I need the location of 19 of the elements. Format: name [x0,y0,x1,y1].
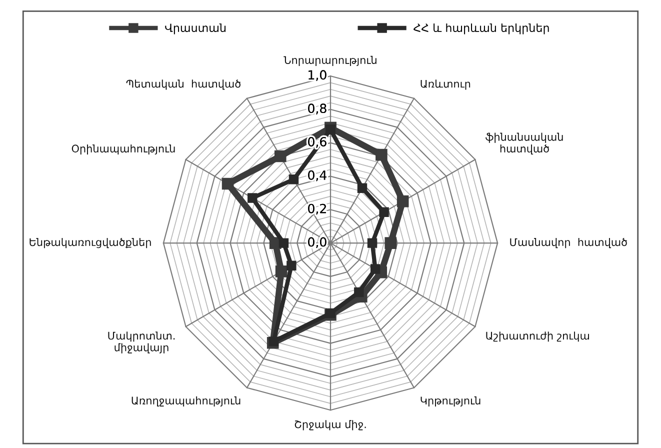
spoke-label: Նորարարություն [284,56,376,66]
y-tick-label: 1,0 [308,70,326,81]
spoke-label: Կրթություն [420,396,480,406]
spoke-label: Օրինապահություն [72,144,175,155]
spoke-label: Առևտուր [420,80,470,90]
spoke-label: Աշխատուժի շուկա [486,332,589,342]
y-tick-label: 0,4 [308,170,326,182]
legend-label: ՀՀ և հարևան երկրներ [414,23,549,34]
spoke-label: Առողջապահություն [132,396,240,406]
spoke-label: Պետական հատված [126,80,240,90]
y-tick-label: 0,8 [308,104,326,114]
legend-label: Վրաստան [165,23,226,34]
spoke-label: Ենթակառուցվածքներ [30,238,151,248]
y-tick-label: 0,0 [308,237,326,248]
y-tick-label: 0,2 [308,204,326,215]
spoke-label: ֆինանսական հատված [486,132,563,155]
spoke-label: Մակրոտնտ. միջավայր [108,332,175,354]
spoke-label: Մասնավոր հատված [510,238,627,248]
spoke-label: Շրջակա միջ. [294,420,366,430]
